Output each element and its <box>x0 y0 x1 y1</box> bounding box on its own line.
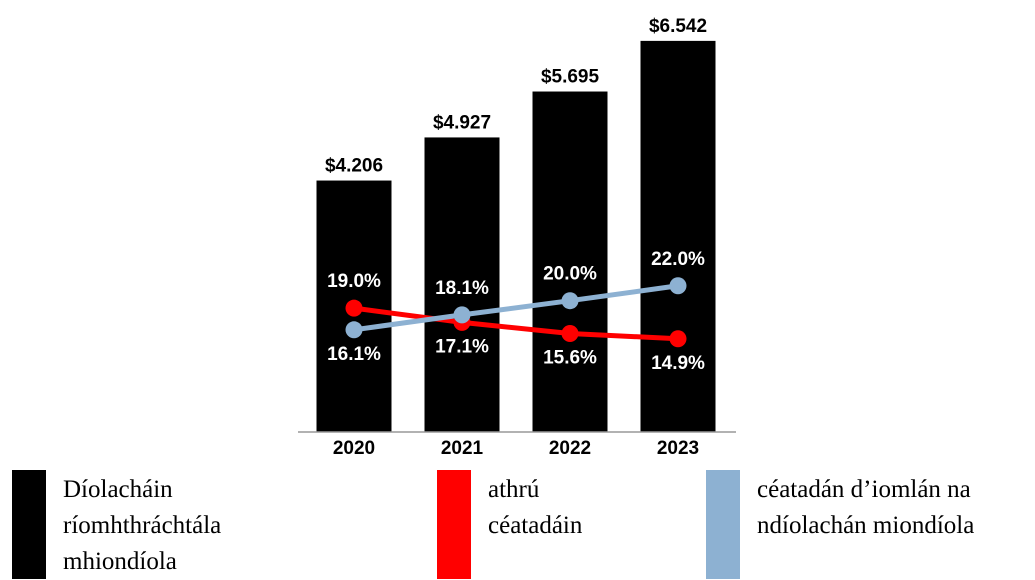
line-value-label: 18.1% <box>435 278 489 299</box>
line-value-label: 16.1% <box>327 344 381 365</box>
legend-label: Díolacháin ríomhthráchtála mhiondíola <box>63 476 222 575</box>
bar-value-label: $6.542 <box>649 16 707 37</box>
legend-swatch <box>437 470 471 579</box>
legend-item: athrú céatadáin <box>437 470 638 579</box>
bar <box>532 91 608 432</box>
line <box>353 283 679 333</box>
x-tick-label: 2020 <box>333 438 375 459</box>
line-marker <box>345 299 363 317</box>
x-tick-label: 2022 <box>549 438 591 459</box>
bar-value-label: $4.206 <box>325 156 383 177</box>
line-marker <box>561 292 579 310</box>
bar-value-label: $5.695 <box>541 67 600 88</box>
bar <box>640 40 716 432</box>
line-marker <box>561 325 579 343</box>
legend-label: athrú céatadáin <box>488 476 583 539</box>
bar-value-label: $4.927 <box>433 112 491 133</box>
legend-swatch <box>706 470 740 579</box>
x-tick-label: 2023 <box>657 438 699 459</box>
legend-item: céatadán d’iomlán na ndíolachán miondíol… <box>706 470 1035 579</box>
line-marker <box>453 306 471 324</box>
legend-swatch <box>12 470 46 579</box>
line-marker <box>669 277 687 295</box>
line-value-label: 15.6% <box>543 348 597 369</box>
chart: $4.206 $4.927 $5.695 $6.542 2020 2021 2022 2023… <box>298 16 736 459</box>
legend-label: céatadán d’iomlán na ndíolachán miondíol… <box>757 476 975 539</box>
line-marker <box>345 321 363 339</box>
line-marker <box>669 330 687 348</box>
legend-item: Díolacháin ríomhthráchtála mhiondíola <box>12 470 313 580</box>
line-value-label: 19.0% <box>327 271 381 292</box>
x-tick-label: 2021 <box>441 438 484 459</box>
line-value-label: 22.0% <box>651 249 705 270</box>
line-value-label: 20.0% <box>543 264 597 285</box>
line-value-label: 17.1% <box>435 336 489 357</box>
bar <box>424 137 500 432</box>
line-value-label: 14.9% <box>651 353 705 374</box>
line <box>353 305 679 342</box>
